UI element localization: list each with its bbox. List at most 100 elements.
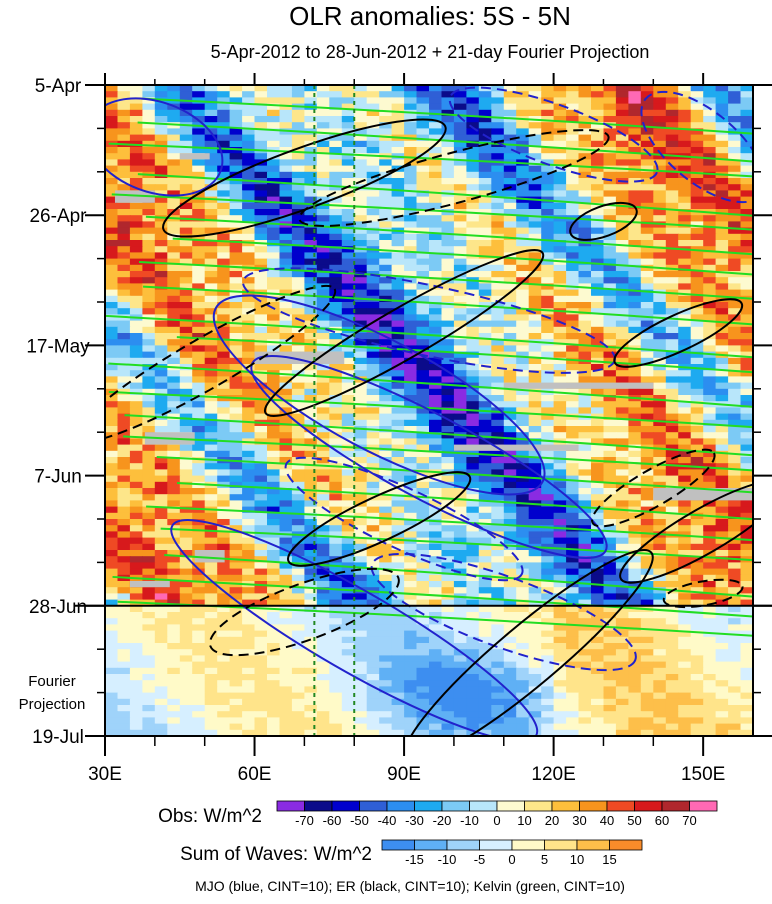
obs-cell [628,103,642,111]
obs-cell [341,593,355,601]
obs-cell [740,339,753,346]
obs-cell [341,264,355,272]
obs-cell [453,531,467,539]
obs-cell [291,178,305,185]
obs-cell [229,221,243,229]
obs-cell [429,147,443,154]
obs-cell [715,85,729,92]
obs-cell [591,283,605,291]
obs-cell [167,289,181,297]
obs-cell [404,97,418,105]
obs-cell [566,277,580,284]
obs-cell [217,153,231,160]
obs-cell [578,475,592,483]
obs-cell [503,264,517,272]
obs-cell [516,469,530,477]
obs-cell [404,562,418,570]
obs-cell [441,382,455,390]
projection-cell [167,630,181,638]
obs-cell [105,103,119,111]
obs-cell [491,537,505,545]
obs-cell [653,506,667,514]
projection-cell [329,605,343,613]
obs-cell [404,103,418,111]
obs-cell [566,562,580,570]
obs-cell [566,574,580,582]
obs-cell [267,85,281,92]
obs-cell [478,500,492,508]
obs-cell [366,302,380,309]
obs-cell [628,432,642,439]
obs-cell [379,444,393,452]
obs-cell [142,556,156,563]
obs-cell [429,91,443,98]
obs-cell [640,519,654,526]
projection-cell [192,636,206,644]
obs-cell [279,488,293,495]
obs-cell [379,587,393,594]
obs-cell [703,519,717,526]
obs-cell [578,333,592,340]
obs-cell [528,283,542,291]
obs-cell [404,401,418,408]
obs-cell [740,326,753,334]
obs-cell [179,463,193,470]
obs-cell [566,457,580,464]
obs-cell [516,240,530,247]
obs-cell [690,401,704,408]
obs-cell [154,109,168,117]
obs-cell [192,295,206,303]
obs-cell [279,376,293,384]
obs-cell [316,388,330,396]
obs-cell [603,395,617,402]
obs-cell [354,562,368,570]
obs-cell [715,593,729,601]
obs-cell [167,568,181,576]
obs-cell [740,215,753,222]
obs-cell [690,233,704,241]
projection-cell [304,624,318,632]
obs-cell [553,370,567,377]
obs-cell [591,320,605,328]
obs-cell [566,246,580,253]
obs-cell [690,581,704,588]
obs-cell [254,196,268,204]
obs-cell [715,314,729,322]
obs-cell [503,339,517,346]
obs-cell [341,419,355,427]
obs-cell [416,302,430,309]
obs-cell [167,109,181,117]
obs-cell [466,413,480,421]
obs-cell [379,463,393,470]
obs-cell [142,134,156,142]
obs-cell [728,252,742,260]
projection-cell [341,674,355,681]
obs-cell [703,599,717,607]
obs-cell [404,506,418,514]
obs-cell [341,277,355,284]
missing-data-cell [114,190,155,203]
obs-cell [591,277,605,284]
obs-cell [267,277,281,284]
obs-cell [690,271,704,278]
obs-cell [703,97,717,105]
obs-cell [167,426,181,433]
obs-cell [391,320,405,328]
obs-cell [142,302,156,309]
obs-cell [316,426,330,433]
obs-cell [366,134,380,142]
projection-cell [229,667,243,675]
obs-cell [478,506,492,514]
obs-cell [615,581,629,588]
obs-cell [553,140,567,148]
obs-cell [242,401,256,408]
projection-cell [503,612,517,619]
obs-cell [478,364,492,371]
obs-cell [129,500,143,508]
obs-cell [329,599,343,607]
obs-cell [341,488,355,495]
obs-cell [129,413,143,421]
obs-cell [728,109,742,117]
obs-cell [453,165,467,173]
obs-cell [715,196,729,204]
